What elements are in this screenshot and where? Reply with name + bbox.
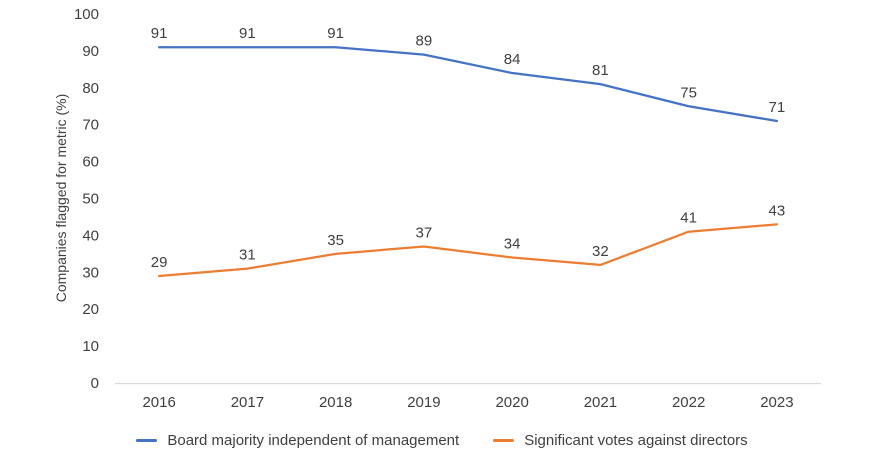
y-tick-label: 90 [82,43,99,60]
x-tick-label: 2019 [407,394,440,411]
chart-legend: Board majority independent of management… [0,432,870,449]
y-axis-tick-labels: 0 10 20 30 40 50 60 70 80 90 100 [74,6,99,392]
data-label: 91 [239,25,256,42]
legend-item: Significant votes against directors [493,432,748,449]
data-label: 37 [416,224,433,241]
data-label: 91 [151,25,168,42]
data-label: 32 [592,243,609,260]
y-tick-label: 80 [82,80,99,97]
x-tick-label: 2022 [672,394,705,411]
data-label: 75 [680,84,697,101]
data-label: 31 [239,247,256,264]
y-tick-label: 70 [82,117,99,134]
legend-label: Significant votes against directors [524,432,748,449]
series-line [158,46,778,123]
data-label: 71 [769,99,786,116]
y-tick-label: 10 [82,338,99,355]
y-tick-label: 40 [82,227,99,244]
y-tick-label: 60 [82,154,99,171]
x-tick-label: 2020 [495,394,528,411]
data-label: 34 [504,236,521,253]
series-lines [158,46,778,278]
y-tick-label: 20 [82,301,99,318]
y-tick-label: 30 [82,264,99,281]
series-line [158,223,778,278]
data-label: 41 [680,210,697,227]
x-tick-label: 2023 [760,394,793,411]
x-tick-label: 2018 [319,394,352,411]
data-labels: 91 91 91 89 84 81 75 71 29 31 35 37 34 32 41 43 [151,25,785,271]
x-tick-label: 2016 [142,394,175,411]
data-label: 81 [592,62,609,79]
x-tick-label: 2021 [584,394,617,411]
data-label: 89 [416,33,433,50]
legend-line-swatch [493,439,515,442]
legend-line-swatch [136,439,158,442]
chart-canvas: Companies flagged for metric (%) 0 10 20 30… [53,6,821,411]
x-tick-label: 2017 [231,394,264,411]
y-tick-label: 100 [74,6,99,23]
y-tick-label: 0 [91,375,99,392]
data-label: 43 [769,202,786,219]
data-label: 35 [327,232,344,249]
y-axis-title: Companies flagged for metric (%) [53,94,69,303]
x-axis-tick-labels: 2016 2017 2018 2019 2020 2021 2022 2023 [142,394,793,411]
data-label: 29 [151,254,168,271]
data-label: 84 [504,51,521,68]
y-tick-label: 50 [82,191,99,208]
legend-label: Board majority independent of management [167,432,460,449]
legend-item: Board majority independent of management [136,432,459,449]
data-label: 91 [327,25,344,42]
